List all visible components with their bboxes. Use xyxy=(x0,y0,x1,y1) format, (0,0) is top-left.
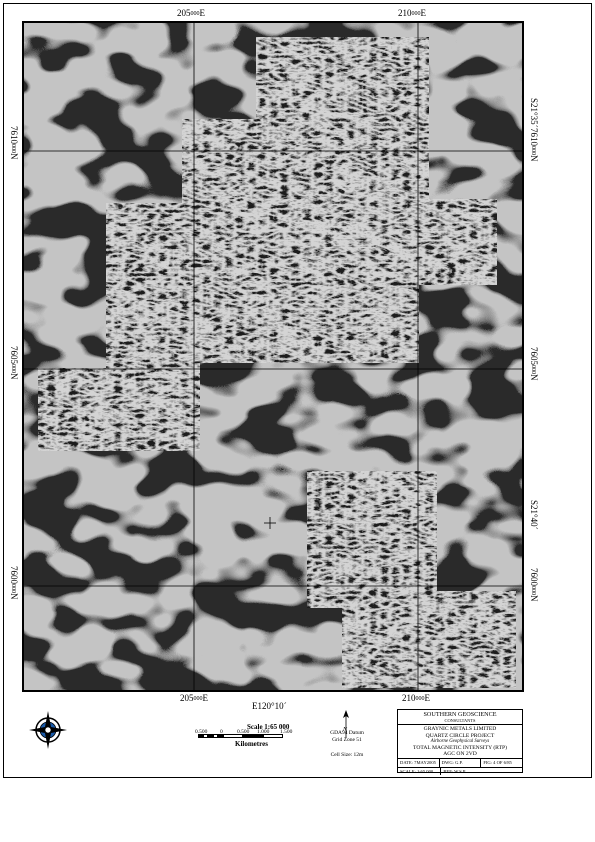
magnetic-map-image xyxy=(22,21,524,692)
cell-size-text: Cell Size: 12m xyxy=(330,752,364,759)
title-meta-row-1: DATE: 7MAY2005 DWG: G.P. FIG: 4 OF 6/85 xyxy=(398,759,522,768)
map-notes: GDA94 Datum Grid Zone 51 Cell Size: 12m xyxy=(322,730,372,759)
north-arrow-label: N xyxy=(343,727,348,733)
compass-logo-icon xyxy=(29,711,67,749)
title-company: SOUTHERN GEOSCIENCE CONSULTANTS xyxy=(398,710,522,726)
easting-label-210-top: 210000E xyxy=(398,8,426,18)
northing-label-7610-right: 7610000N xyxy=(529,128,539,162)
easting-label-205-top: 205000E xyxy=(177,8,205,18)
scale-tick-2: 0.500 xyxy=(237,729,250,735)
northing-label-7610-left: 7610000N xyxy=(9,126,19,160)
scale-title: Scale 1:65 000 xyxy=(247,723,290,731)
northing-label-7600-right: 7600000N xyxy=(529,568,539,602)
scale-tick-3: 1.000 xyxy=(257,729,270,735)
scale-units: Kilometres xyxy=(235,740,268,748)
title-main: GRAYNIC METALS LIMITED QUARTZ CIRCLE PRO… xyxy=(398,725,522,760)
datum-text: GDA94 Datum xyxy=(330,730,364,736)
latitude-label-35: S21°35´ xyxy=(529,98,539,128)
northing-label-7605-right: 7605000N xyxy=(529,347,539,381)
map-grid xyxy=(24,23,522,690)
easting-label-210-bottom: 210000E xyxy=(402,693,430,703)
latitude-label-40: S21°40´ xyxy=(529,500,539,530)
title-meta-row-2: SCALE: 1:65 000 REF: W.S.P. xyxy=(400,767,467,775)
title-block: SOUTHERN GEOSCIENCE CONSULTANTS GRAYNIC … xyxy=(397,709,523,775)
longitude-label: E120°10´ xyxy=(252,701,287,711)
scale-tick-4: 1.500 xyxy=(280,729,293,735)
northing-label-7605-left: 7605000N xyxy=(9,346,19,380)
northing-label-7600-left: 7600000N xyxy=(9,566,19,600)
scale-tick-1: 0 xyxy=(220,729,223,735)
map-image-svg xyxy=(24,23,522,690)
easting-label-205-bottom: 205000E xyxy=(180,693,208,703)
scale-tick-0: 0.500 xyxy=(195,729,208,735)
north-arrow-icon xyxy=(343,710,349,738)
map-sheet xyxy=(3,3,592,778)
zone-text: Grid Zone 51 xyxy=(332,737,362,744)
